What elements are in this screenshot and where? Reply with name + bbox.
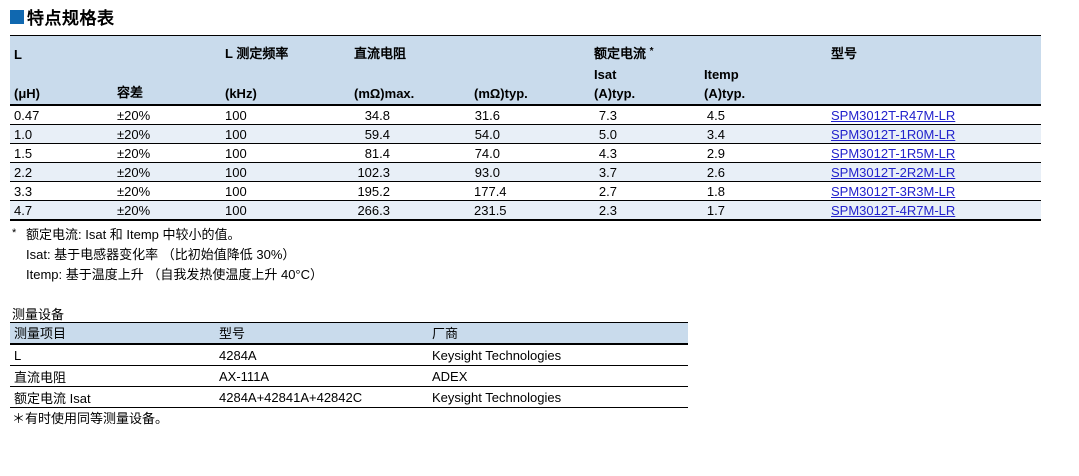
footnote-isat: Isat: 基于电感器变化率 （比初始值降低 30%）: [26, 247, 296, 262]
cell-dcr-max: 34.8: [350, 105, 470, 125]
cell-tolerance: ±20%: [113, 181, 221, 201]
table-row: 1.5 ±20% 100 81.4 74.0 4.3 2.9 SPM3012T-…: [10, 143, 1041, 163]
cell-tolerance: ±20%: [113, 200, 221, 221]
part-number-link[interactable]: SPM3012T-1R0M-LR: [831, 126, 956, 142]
rated-current-footnote-mark: *: [649, 46, 654, 57]
equipment-row: 直流电阻 AX-111A ADEX: [10, 365, 688, 387]
part-number-link[interactable]: SPM3012T-1R5M-LR: [831, 145, 956, 161]
equipment-row: L 4284A Keysight Technologies: [10, 344, 688, 366]
cell-dcr-max: 266.3: [350, 200, 470, 221]
col-header-dcr-max-unit: (mΩ)max.: [350, 82, 470, 106]
cell-dcr-max: 195.2: [350, 181, 470, 201]
part-number-link[interactable]: SPM3012T-R47M-LR: [831, 107, 956, 123]
cell-tolerance: ±20%: [113, 124, 221, 144]
part-number-link[interactable]: SPM3012T-2R2M-LR: [831, 164, 956, 180]
cell-itemp: 2.6: [700, 162, 827, 182]
equip-vendor: Keysight Technologies: [428, 344, 688, 366]
cell-itemp: 3.4: [700, 124, 827, 144]
cell-l: 4.7: [10, 200, 113, 221]
cell-itemp: 1.8: [700, 181, 827, 201]
table-row: 0.47 ±20% 100 34.8 31.6 7.3 4.5 SPM3012T…: [10, 105, 1041, 125]
table-row: 2.2 ±20% 100 102.3 93.0 3.7 2.6 SPM3012T…: [10, 162, 1041, 182]
cell-isat: 2.3: [590, 200, 700, 221]
equip-col-vendor: 厂商: [428, 322, 688, 345]
cell-tolerance: ±20%: [113, 162, 221, 182]
cell-dcr-max: 102.3: [350, 162, 470, 182]
cell-freq: 100: [221, 200, 350, 221]
cell-isat: 7.3: [590, 105, 700, 125]
col-header-part-no: 型号: [831, 46, 858, 61]
cell-freq: 100: [221, 124, 350, 144]
cell-itemp: 1.7: [700, 200, 827, 221]
equip-item: L: [10, 344, 215, 366]
col-header-dcr: 直流电阻: [354, 46, 407, 61]
col-header-rated-current: 额定电流 *: [594, 46, 654, 61]
cell-dcr-typ: 93.0: [470, 162, 590, 182]
cell-dcr-typ: 231.5: [470, 200, 590, 221]
footnote-itemp: Itemp: 基于温度上升 （自我发热使温度上升 40°C）: [26, 267, 324, 282]
footnote-asterisk: *: [12, 227, 17, 239]
equip-model: 4284A: [215, 344, 428, 366]
equip-vendor: Keysight Technologies: [428, 386, 688, 408]
cell-dcr-typ: 54.0: [470, 124, 590, 144]
cell-isat: 5.0: [590, 124, 700, 144]
equip-model: AX-111A: [215, 365, 428, 387]
cell-itemp: 2.9: [700, 143, 827, 163]
equip-model: 4284A+42841A+42842C: [215, 386, 428, 408]
equipment-heading: 测量设备: [12, 307, 65, 322]
cell-l: 1.5: [10, 143, 113, 163]
cell-freq: 100: [221, 143, 350, 163]
cell-isat: 2.7: [590, 181, 700, 201]
equip-item: 额定电流 Isat: [10, 386, 215, 408]
col-header-tolerance: 容差: [113, 82, 221, 106]
spec-footnotes: * 额定电流: Isat 和 Itemp 中较小的值。 Isat: 基于电感器变…: [12, 225, 323, 285]
cell-dcr-typ: 31.6: [470, 105, 590, 125]
cell-freq: 100: [221, 105, 350, 125]
equipment-footnote: ＊有时使用同等测量设备。: [12, 411, 169, 426]
equip-col-model: 型号: [215, 322, 428, 345]
footnote-rated-current: * 额定电流: Isat 和 Itemp 中较小的值。: [12, 225, 323, 245]
part-number-link[interactable]: SPM3012T-4R7M-LR: [831, 202, 956, 218]
equip-vendor: ADEX: [428, 365, 688, 387]
cell-l: 1.0: [10, 124, 113, 144]
cell-dcr-typ: 177.4: [470, 181, 590, 201]
col-header-l: L: [14, 47, 22, 62]
table-row: 4.7 ±20% 100 266.3 231.5 2.3 1.7 SPM3012…: [10, 200, 1041, 221]
section-bullet-square-icon: [10, 9, 24, 24]
section-title-text: 特点规格表: [27, 9, 115, 28]
equip-item: 直流电阻: [10, 365, 215, 387]
table-row: 3.3 ±20% 100 195.2 177.4 2.7 1.8 SPM3012…: [10, 181, 1041, 201]
equipment-table-header: 测量项目 型号 厂商: [10, 322, 688, 345]
cell-l: 0.47: [10, 105, 113, 125]
cell-isat: 4.3: [590, 143, 700, 163]
cell-tolerance: ±20%: [113, 105, 221, 125]
equipment-row: 额定电流 Isat 4284A+42841A+42842C Keysight T…: [10, 386, 688, 408]
cell-l: 2.2: [10, 162, 113, 182]
cell-isat: 3.7: [590, 162, 700, 182]
cell-dcr-max: 59.4: [350, 124, 470, 144]
cell-freq: 100: [221, 181, 350, 201]
cell-l: 3.3: [10, 181, 113, 201]
col-header-freq-unit: (kHz): [221, 82, 350, 106]
col-header-isat: Isat: [594, 67, 617, 82]
spec-table-header: L L 测定频率 直流电阻 额定电流 * 型号 Isat Itemp: [10, 35, 1041, 106]
cell-itemp: 4.5: [700, 105, 827, 125]
spec-table: L L 测定频率 直流电阻 额定电流 * 型号 Isat Itemp: [10, 35, 1041, 221]
cell-dcr-max: 81.4: [350, 143, 470, 163]
col-header-isat-unit: (A)typ.: [590, 82, 700, 106]
col-header-freq: L 测定频率: [225, 46, 289, 61]
col-header-l-unit: (μH): [10, 82, 113, 106]
table-row: 1.0 ±20% 100 59.4 54.0 5.0 3.4 SPM3012T-…: [10, 124, 1041, 144]
col-header-itemp: Itemp: [704, 67, 739, 82]
equipment-table: 测量项目 型号 厂商 L 4284A Keysight Technologies…: [10, 322, 688, 408]
part-number-link[interactable]: SPM3012T-3R3M-LR: [831, 183, 956, 199]
col-header-dcr-typ-unit: (mΩ)typ.: [470, 82, 590, 106]
col-header-itemp-unit: (A)typ.: [700, 82, 827, 106]
section-title: 特点规格表: [10, 4, 115, 29]
cell-freq: 100: [221, 162, 350, 182]
cell-tolerance: ±20%: [113, 143, 221, 163]
equip-col-item: 测量项目: [10, 322, 215, 345]
cell-dcr-typ: 74.0: [470, 143, 590, 163]
